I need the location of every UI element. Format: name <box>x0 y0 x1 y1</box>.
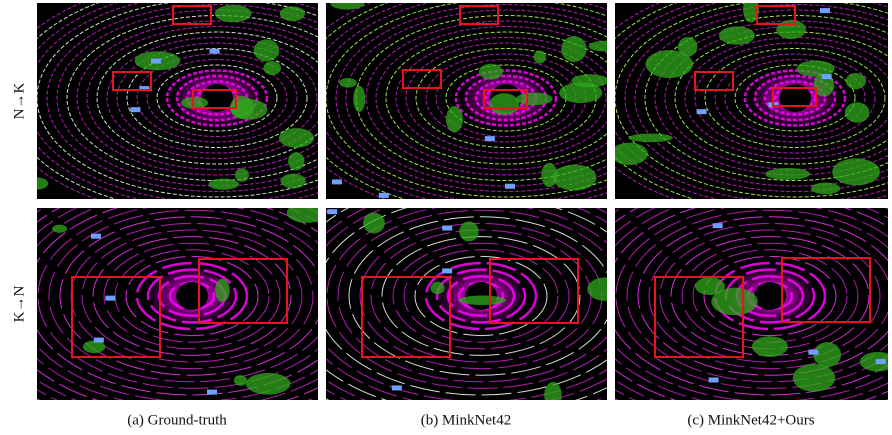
vegetation <box>339 78 357 88</box>
vehicle-points <box>485 136 495 141</box>
row-label: K→N <box>11 286 27 323</box>
vegetation <box>711 288 757 316</box>
vehicle-points <box>820 8 830 13</box>
vehicle-points <box>505 184 515 189</box>
vegetation <box>811 182 840 194</box>
vegetation <box>645 50 692 78</box>
vegetation <box>263 61 280 75</box>
vegetation <box>544 382 561 409</box>
vegetation <box>280 6 305 21</box>
vegetation <box>363 213 385 234</box>
vegetation <box>793 364 835 392</box>
vegetation <box>611 143 648 165</box>
caption: (a) Ground-truth <box>127 412 227 428</box>
vehicle-points <box>91 234 101 239</box>
vegetation <box>52 225 67 233</box>
vegetation <box>215 279 230 302</box>
vehicle-points <box>327 209 337 214</box>
vegetation <box>208 179 239 190</box>
vehicle-points <box>442 268 452 273</box>
vegetation <box>287 203 326 223</box>
vehicle-points <box>709 377 719 382</box>
caption: (b) MinkNet42 <box>421 412 511 428</box>
vegetation <box>430 282 444 295</box>
vehicle-points <box>207 390 217 395</box>
vegetation <box>629 133 673 142</box>
vehicle-points <box>379 193 389 198</box>
ego-vehicle <box>176 282 208 310</box>
vegetation <box>246 373 291 395</box>
vegetation <box>235 168 249 181</box>
vehicle-points <box>822 74 832 79</box>
point-cloud-panel <box>575 0 892 219</box>
vehicle-points <box>442 226 452 231</box>
vegetation <box>288 152 304 170</box>
vegetation <box>776 20 806 39</box>
vegetation <box>446 106 463 132</box>
vegetation <box>353 86 365 112</box>
vehicle-points <box>210 49 220 54</box>
vehicle-points <box>94 338 104 343</box>
vegetation <box>254 39 279 61</box>
vegetation <box>561 36 586 62</box>
vehicle-points <box>713 223 723 228</box>
vegetation <box>479 64 503 80</box>
vegetation <box>234 375 247 386</box>
vegetation <box>458 296 506 306</box>
figure: N→K K→N (a) Ground-truth (b) MinkNet42 (… <box>0 0 892 435</box>
vegetation <box>719 26 755 44</box>
vehicle-points <box>808 350 818 355</box>
vehicle-points <box>151 59 161 64</box>
vegetation <box>181 97 208 109</box>
vegetation <box>765 168 810 180</box>
vegetation <box>571 74 608 87</box>
vehicle-points <box>697 109 707 114</box>
caption: (c) MinkNet42+Ours <box>687 412 814 428</box>
vegetation <box>26 177 48 189</box>
vegetation <box>281 174 306 189</box>
vegetation <box>279 128 314 148</box>
vegetation <box>846 73 866 89</box>
vehicle-points <box>105 296 115 301</box>
vegetation <box>832 158 880 185</box>
vehicle-points <box>332 179 342 184</box>
vehicle-points <box>130 107 140 112</box>
vegetation <box>534 50 546 63</box>
vegetation <box>845 102 870 122</box>
vehicle-points <box>392 385 402 390</box>
vegetation <box>489 93 519 115</box>
vegetation <box>215 5 252 22</box>
vehicle-points <box>876 359 886 364</box>
row-label: N→K <box>11 83 27 120</box>
vegetation <box>752 336 788 357</box>
vegetation <box>553 164 597 190</box>
vegetation <box>516 93 553 106</box>
vegetation <box>459 221 479 241</box>
